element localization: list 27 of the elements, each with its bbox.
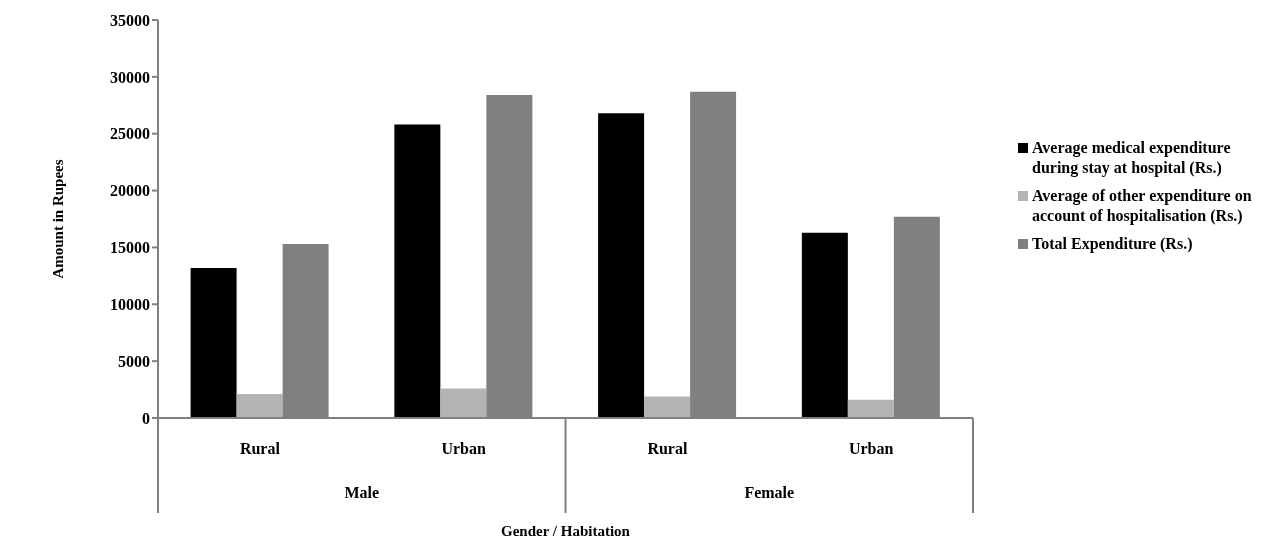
y-axis-title: Amount in Rupees	[50, 159, 67, 279]
y-tick-label: 0	[142, 409, 150, 427]
y-tick-label: 15000	[110, 239, 150, 257]
legend-label: Average of other expenditure on account of hospitalisation (Rs.)	[1032, 186, 1253, 226]
x-axis-title: Gender / Habitation	[501, 523, 631, 539]
bar	[847, 399, 894, 418]
x-tick-label: Rural	[647, 440, 688, 457]
x-tick-label: Urban	[441, 440, 486, 457]
text: Male	[344, 484, 380, 501]
y-tick-label: 30000	[110, 68, 150, 86]
bar	[644, 396, 691, 418]
bar	[598, 113, 645, 418]
bar	[394, 124, 441, 418]
legend-label: Total Expenditure (Rs.)	[1032, 234, 1193, 254]
y-tick-label: 20000	[110, 182, 150, 200]
y-tick-label: 25000	[110, 125, 150, 143]
bar	[236, 394, 283, 418]
y-tick-label: 5000	[118, 352, 150, 370]
x-tick-label: Rural	[239, 440, 281, 457]
y-tick-label: 10000	[110, 295, 150, 313]
y-tick-label: 35000	[110, 11, 150, 29]
text: Female	[744, 484, 795, 501]
bar	[440, 388, 487, 418]
bar	[190, 267, 237, 418]
x-tick-label: Urban	[848, 440, 894, 457]
bar	[801, 232, 848, 418]
legend-label: Average medical expenditure during stay at hospital (Rs.)	[1032, 138, 1232, 178]
